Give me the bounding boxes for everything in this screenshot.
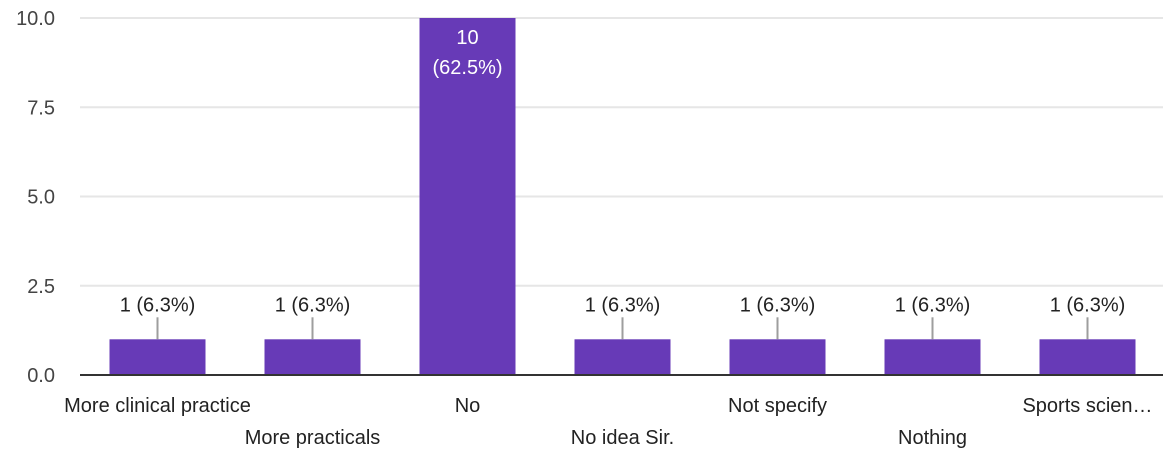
bar xyxy=(884,339,981,375)
y-tick-label: 0.0 xyxy=(27,365,55,387)
bars: 1 (6.3%) 1 (6.3%) 10 (62.5%) 1 (6.3%) 1 (6.3%… xyxy=(109,18,1136,375)
x-category-label: No idea Sir. xyxy=(571,427,674,449)
bar xyxy=(264,339,361,375)
x-category-label: No xyxy=(455,395,481,417)
gridlines xyxy=(80,17,1163,287)
x-category-label: Not specify xyxy=(728,395,827,417)
y-tick-label: 7.5 xyxy=(27,97,55,119)
y-tick-label: 2.5 xyxy=(27,276,55,298)
x-category-label: Nothing xyxy=(898,427,967,449)
data-label: 1 (6.3%) xyxy=(740,294,816,316)
data-label: 1 (6.3%) xyxy=(120,294,196,316)
bar xyxy=(574,339,671,375)
bar xyxy=(419,18,516,375)
x-category-label: More practicals xyxy=(245,427,381,449)
data-label: 1 (6.3%) xyxy=(275,294,351,316)
x-category-label: More clinical practice xyxy=(64,395,251,417)
bar xyxy=(109,339,206,375)
data-label: 1 (6.3%) xyxy=(895,294,971,316)
y-axis-ticks: 0.0 2.5 5.0 7.5 10.0 xyxy=(16,8,55,387)
bar xyxy=(729,339,826,375)
bar xyxy=(1039,339,1136,375)
x-category-label: Sports scien… xyxy=(1022,395,1152,417)
y-tick-label: 5.0 xyxy=(27,187,55,209)
x-axis-categories: More clinical practice More practicals No N… xyxy=(64,395,1152,449)
data-label: 1 (6.3%) xyxy=(585,294,661,316)
data-label: 10 xyxy=(456,27,478,49)
y-tick-label: 10.0 xyxy=(16,8,55,30)
data-label: 1 (6.3%) xyxy=(1050,294,1126,316)
data-label: (62.5%) xyxy=(432,57,502,79)
